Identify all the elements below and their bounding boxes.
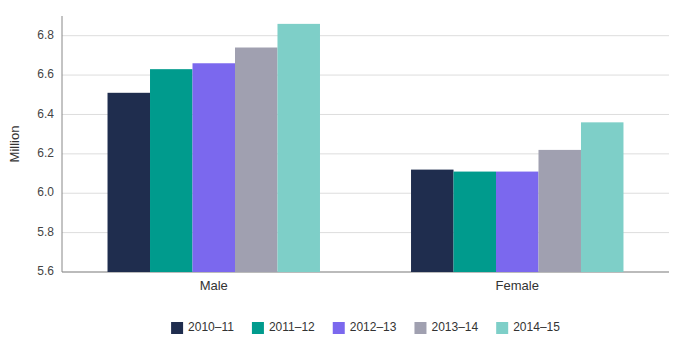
- bar: [235, 48, 277, 272]
- bar: [496, 172, 538, 272]
- legend-swatch: [496, 322, 508, 334]
- grid: [62, 36, 669, 272]
- y-axis-label: Million: [7, 126, 22, 163]
- y-tick-label: 6.2: [37, 146, 54, 160]
- legend-label: 2010–11: [188, 320, 234, 334]
- bar: [538, 150, 580, 272]
- legend-swatch: [414, 322, 426, 334]
- y-axis-line: [62, 16, 63, 272]
- legend-swatch: [333, 322, 345, 334]
- legend-label: 2012–13: [350, 320, 397, 334]
- legend-swatch: [252, 322, 264, 334]
- legend-label: 2014–15: [513, 320, 560, 334]
- y-ticks: 5.6 5.8 6.0 6.2 6.4 6.6 6.8: [37, 28, 54, 278]
- bar: [150, 69, 192, 272]
- bar: [108, 93, 150, 272]
- y-tick-label: 6.0: [37, 185, 54, 199]
- x-ticks: Male Female: [200, 278, 539, 293]
- y-tick-label: 5.6: [37, 264, 54, 278]
- bar: [454, 172, 496, 272]
- bar: [581, 122, 623, 272]
- bars: [108, 24, 624, 272]
- grid-line: [62, 35, 669, 36]
- legend: 2010–11 2011–12 2012–13 2013–14 2014–15: [171, 320, 560, 334]
- y-tick-label: 6.4: [37, 107, 54, 121]
- x-tick-label: Male: [200, 278, 228, 293]
- legend-item: 2010–11: [171, 320, 234, 334]
- x-tick-label: Female: [496, 278, 539, 293]
- bar: [411, 170, 453, 272]
- bar: [277, 24, 319, 272]
- legend-item: 2013–14: [414, 320, 478, 334]
- legend-item: 2012–13: [333, 320, 397, 334]
- y-tick-label: 6.6: [37, 67, 54, 81]
- y-tick-label: 5.8: [37, 225, 54, 239]
- bar: [193, 63, 235, 272]
- legend-swatch: [171, 322, 183, 334]
- legend-item: 2014–15: [496, 320, 560, 334]
- chart: 5.6 5.8 6.0 6.2 6.4 6.6 6.8 Million Male Female 20…: [0, 0, 689, 350]
- y-tick-label: 6.8: [37, 28, 54, 42]
- legend-label: 2013–14: [431, 320, 478, 334]
- legend-label: 2011–12: [269, 320, 315, 334]
- legend-item: 2011–12: [252, 320, 315, 334]
